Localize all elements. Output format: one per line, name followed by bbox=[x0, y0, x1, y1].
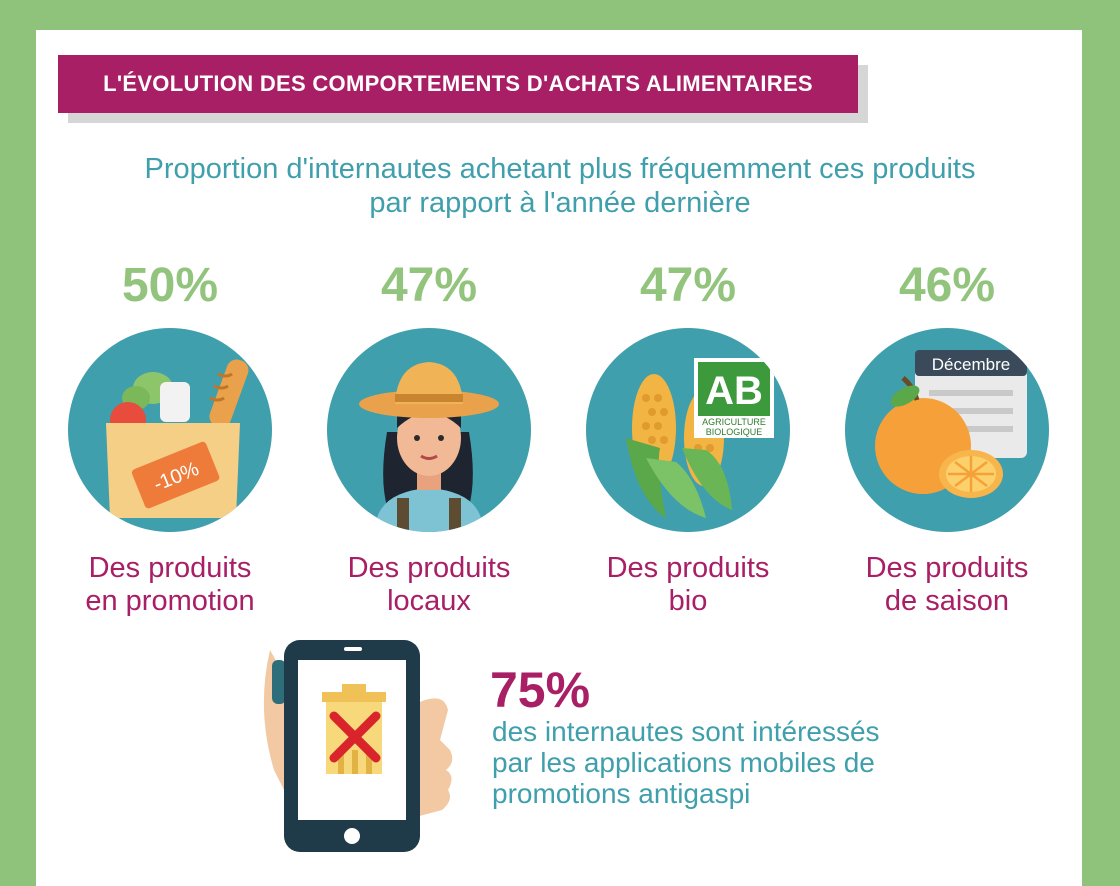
subtitle: Proportion d'internautes achetant plus f… bbox=[60, 152, 1060, 220]
stat-percent: 47% bbox=[380, 259, 478, 312]
corn-organic-icon: AB AGRICULTURE BIOLOGIQUE bbox=[586, 328, 790, 532]
stat-label-line-2: de saison bbox=[884, 585, 1010, 617]
stat-label-line-1: Des produits bbox=[347, 552, 511, 584]
stat-locaux: 47% Des produits locaux bbox=[304, 258, 554, 618]
stat-label-line-1: Des produits bbox=[88, 552, 252, 584]
stat-label: Des produits de saison bbox=[822, 552, 1072, 618]
grocery-bag-icon: -10% bbox=[68, 328, 272, 532]
ab-logo-sub2: BIOLOGIQUE bbox=[706, 427, 763, 437]
stat-bio: 47% AB AGRICULTURE BIOLOGIQUE Des produi… bbox=[563, 258, 813, 618]
ab-logo-text: AB bbox=[705, 369, 763, 413]
orange-calendar-icon: Décembre bbox=[845, 328, 1049, 532]
stat-label: Des produits locaux bbox=[304, 552, 554, 618]
section-title: L'ÉVOLUTION DES COMPORTEMENTS D'ACHATS A… bbox=[103, 71, 813, 96]
mobile-stat-line-2: par les applications mobiles de bbox=[492, 747, 875, 778]
stat-percent: 50% bbox=[121, 259, 219, 312]
stat-percent: 47% bbox=[639, 259, 737, 312]
mobile-stat-text: des internautes sont intéressés par les … bbox=[492, 716, 962, 809]
subtitle-line-2: par rapport à l'année dernière bbox=[369, 187, 751, 219]
section-header: L'ÉVOLUTION DES COMPORTEMENTS D'ACHATS A… bbox=[58, 55, 868, 123]
stat-label-line-2: bio bbox=[668, 585, 708, 617]
phone-trash-icon bbox=[250, 630, 470, 860]
stat-label-line-1: Des produits bbox=[865, 552, 1029, 584]
stat-label-line-2: en promotion bbox=[85, 585, 255, 617]
mobile-stat-percent: 75% bbox=[490, 662, 591, 718]
ab-logo-sub1: AGRICULTURE bbox=[702, 417, 766, 427]
subtitle-line-1: Proportion d'internautes achetant plus f… bbox=[144, 153, 976, 185]
mobile-stat-line-1: des internautes sont intéressés bbox=[492, 716, 880, 747]
calendar-month-text: Décembre bbox=[932, 355, 1010, 374]
stat-promotion: 50% -10% Des produits en promotion bbox=[45, 258, 295, 618]
stat-percent: 46% bbox=[898, 259, 996, 312]
stat-label-line-2: locaux bbox=[387, 585, 471, 617]
stat-label: Des produits bio bbox=[563, 552, 813, 618]
mobile-stat-line-3: promotions antigaspi bbox=[492, 778, 751, 809]
stat-saison: 46% Décembre Des produits de saison bbox=[822, 258, 1072, 618]
stat-label-line-1: Des produits bbox=[606, 552, 770, 584]
farmer-icon bbox=[327, 328, 531, 532]
stat-label: Des produits en promotion bbox=[45, 552, 295, 618]
header-bar: L'ÉVOLUTION DES COMPORTEMENTS D'ACHATS A… bbox=[58, 55, 858, 113]
